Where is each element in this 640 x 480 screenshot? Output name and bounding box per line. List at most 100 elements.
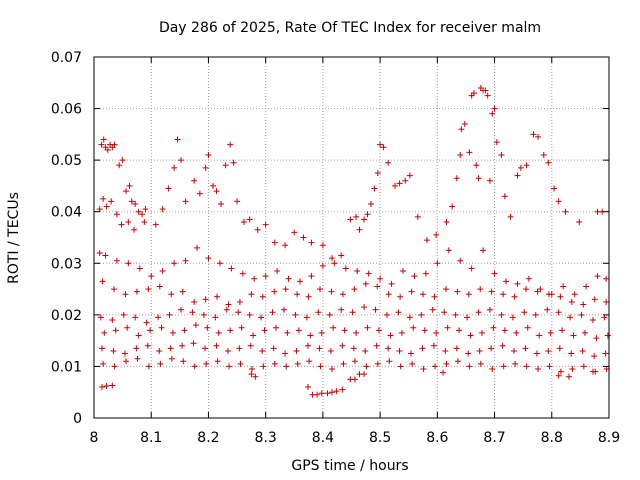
data-point [261, 327, 268, 334]
data-point [603, 275, 610, 282]
data-point [350, 345, 357, 352]
data-point [248, 291, 255, 298]
data-point [169, 329, 176, 336]
data-point [356, 226, 363, 233]
data-point [559, 327, 566, 334]
data-point [340, 360, 347, 367]
data-point [396, 180, 403, 187]
data-point [100, 195, 107, 202]
data-point [489, 110, 496, 117]
y-tick-label: 0.05 [51, 153, 82, 169]
data-point [338, 252, 345, 259]
data-point [524, 324, 531, 331]
data-point [544, 306, 551, 313]
data-point [128, 198, 135, 205]
data-point [534, 288, 541, 295]
data-point [109, 382, 116, 389]
data-point [282, 350, 289, 357]
data-point [202, 164, 209, 171]
data-point [308, 239, 315, 246]
data-point [135, 208, 142, 215]
data-point [213, 188, 220, 195]
data-point [191, 298, 198, 305]
data-point [363, 363, 370, 370]
data-point [182, 198, 189, 205]
data-point [327, 347, 334, 354]
x-axis-label: GPS time / hours [291, 458, 408, 474]
data-point [100, 136, 107, 143]
data-point [557, 368, 564, 375]
data-point [380, 144, 387, 151]
data-point [120, 311, 127, 318]
data-point [593, 335, 600, 342]
data-point [246, 311, 253, 318]
data-point [385, 345, 392, 352]
data-point [418, 311, 425, 318]
data-point [532, 311, 539, 318]
data-point [445, 247, 452, 254]
data-point [228, 265, 235, 272]
data-point [406, 172, 413, 179]
data-point [239, 270, 246, 277]
data-point [226, 363, 233, 370]
data-point [205, 151, 212, 158]
data-point [406, 314, 413, 321]
data-point [260, 363, 267, 370]
data-point [391, 182, 398, 189]
data-point [306, 358, 313, 365]
data-point [374, 170, 381, 177]
data-point [498, 151, 505, 158]
data-point [294, 291, 301, 298]
data-point [490, 324, 497, 331]
data-point [96, 206, 103, 213]
data-point [113, 257, 120, 264]
data-point [465, 350, 472, 357]
data-point [453, 175, 460, 182]
data-point [131, 226, 138, 233]
data-point [433, 329, 440, 336]
data-point [126, 182, 133, 189]
data-point [354, 268, 361, 275]
data-point [567, 314, 574, 321]
data-point [271, 288, 278, 295]
data-point [194, 244, 200, 251]
data-point [361, 371, 368, 378]
data-point [466, 149, 473, 156]
data-point [456, 327, 463, 334]
data-point [166, 311, 173, 318]
data-point [523, 162, 530, 169]
data-point [601, 314, 608, 321]
data-point [440, 369, 447, 376]
data-point [225, 301, 232, 308]
data-point [125, 260, 132, 267]
data-point [189, 309, 196, 316]
data-point [224, 347, 231, 354]
data-point [156, 347, 163, 354]
data-point [351, 358, 358, 365]
data-point [414, 213, 421, 220]
data-point [165, 185, 172, 192]
data-point [205, 255, 212, 262]
x-tick-label: 8 [90, 430, 99, 446]
data-point [568, 350, 575, 357]
data-point [560, 283, 567, 290]
data-point [99, 384, 106, 391]
data-point [236, 345, 243, 352]
data-point [386, 358, 393, 365]
data-point [136, 265, 143, 272]
data-point [347, 216, 354, 223]
data-point [262, 221, 269, 228]
data-point [402, 177, 409, 184]
data-point [148, 273, 155, 280]
data-point [259, 293, 266, 300]
data-point [501, 327, 508, 334]
data-point [202, 345, 209, 352]
data-point [424, 237, 431, 244]
data-point [318, 329, 325, 336]
data-point [491, 270, 498, 277]
data-point [125, 219, 132, 226]
data-point [285, 275, 292, 282]
data-point [546, 363, 553, 370]
data-point [364, 324, 371, 331]
data-point [410, 324, 417, 331]
